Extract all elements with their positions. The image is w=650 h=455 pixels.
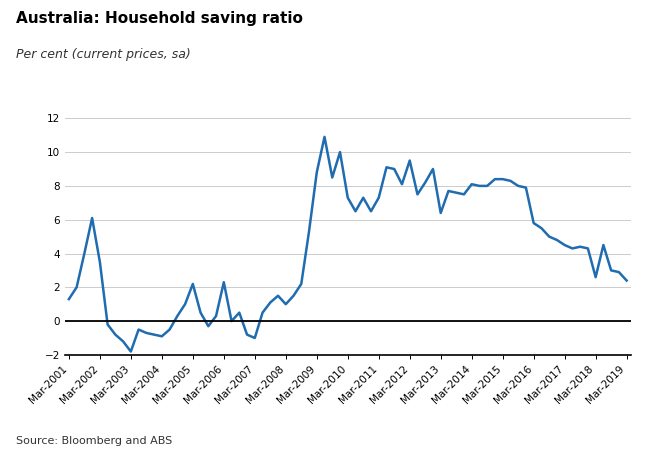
Text: Per cent (current prices, sa): Per cent (current prices, sa) <box>16 48 191 61</box>
Text: Source: Bloomberg and ABS: Source: Bloomberg and ABS <box>16 436 172 446</box>
Text: Australia: Household saving ratio: Australia: Household saving ratio <box>16 11 303 26</box>
